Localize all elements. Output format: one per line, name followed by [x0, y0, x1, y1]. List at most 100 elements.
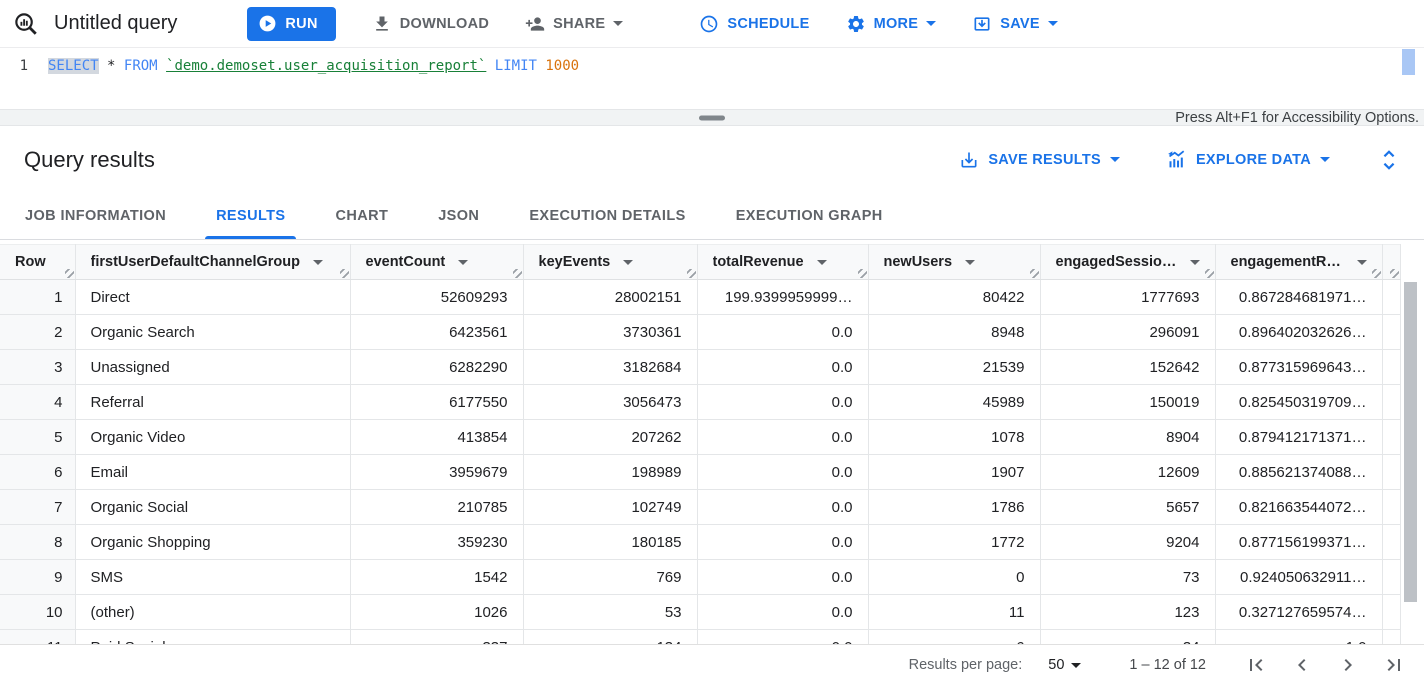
schedule-button-label: SCHEDULE	[727, 15, 810, 32]
column-header-eventcount[interactable]: eventCount	[350, 244, 524, 280]
table-row: 7 Organic Social 210785 102749 0.0 1786 5657 0.…	[0, 489, 1401, 525]
sql-token	[99, 58, 107, 74]
schedule-button[interactable]: SCHEDULE	[689, 6, 819, 42]
column-header-label: totalRevenue	[712, 254, 804, 270]
column-header-engagementrate[interactable]: engagementRate	[1215, 244, 1383, 280]
tab-chart[interactable]: CHART	[335, 208, 389, 224]
column-header-newusers[interactable]: newUsers	[868, 244, 1041, 280]
editor-scrollbar[interactable]	[1402, 49, 1415, 75]
tab-results[interactable]: RESULTS	[191, 193, 310, 239]
column-resize-handle[interactable]	[339, 269, 349, 278]
column-resize-handle[interactable]	[1204, 269, 1214, 278]
column-menu-caret-icon[interactable]	[312, 259, 323, 265]
table-cell: 5657	[1040, 489, 1216, 525]
chevron-down-icon	[1071, 662, 1082, 668]
results-table-region: Row firstUserDefaultChannelGroup eventCoun…	[0, 244, 1424, 644]
first-page-button[interactable]	[1244, 653, 1268, 677]
table-cell: 337	[350, 629, 524, 644]
column-menu-caret-icon[interactable]	[816, 259, 827, 265]
column-header-totalrevenue[interactable]: totalRevenue	[697, 244, 869, 280]
sql-token: LIMIT	[494, 58, 537, 74]
column-resize-handle[interactable]	[1029, 269, 1039, 278]
table-cell: 0.0	[697, 629, 869, 644]
table-cell: 80422	[868, 279, 1041, 315]
column-resize-handle[interactable]	[1389, 269, 1399, 278]
table-cell-filler	[1382, 314, 1401, 350]
sql-token: SELECT	[48, 58, 99, 74]
column-menu-caret-icon[interactable]	[965, 259, 976, 265]
table-header-filler	[1382, 244, 1401, 280]
table-cell: Organic Search	[75, 314, 351, 350]
table-cell: 0.867284681971…	[1215, 279, 1383, 315]
table-cell-filler	[1382, 454, 1401, 490]
table-cell: (other)	[75, 594, 351, 630]
query-icon	[12, 10, 40, 38]
query-results-header: Query results SAVE RESULTS	[0, 126, 1424, 193]
more-button[interactable]: MORE	[836, 6, 947, 42]
run-icon	[258, 14, 277, 33]
column-header-row[interactable]: Row	[0, 244, 76, 280]
column-resize-handle[interactable]	[686, 269, 696, 278]
table-cell: 1.0	[1215, 629, 1383, 644]
next-page-button[interactable]	[1336, 653, 1360, 677]
sql-table-link[interactable]: `demo.demoset.user_acquisition_report`	[166, 58, 487, 74]
save-button-label: SAVE	[1000, 15, 1040, 32]
column-resize-handle[interactable]	[512, 269, 522, 278]
table-cell: 123	[1040, 594, 1216, 630]
clock-icon	[699, 14, 719, 34]
table-cell: 0.0	[697, 559, 869, 595]
table-cell: 0.877315969643…	[1215, 349, 1383, 385]
table-row: 1 Direct 52609293 28002151 199.9399959999… 80…	[0, 279, 1401, 315]
last-page-button[interactable]	[1382, 653, 1406, 677]
tab-execution-details[interactable]: EXECUTION DETAILS	[529, 208, 686, 224]
splitter-strip: Press Alt+F1 for Accessibility Options.	[0, 109, 1424, 126]
expand-collapse-button[interactable]	[1376, 148, 1402, 172]
table-cell: 1542	[350, 559, 524, 595]
column-resize-handle[interactable]	[64, 269, 74, 278]
table-cell: 8948	[868, 314, 1041, 350]
table-vertical-scrollbar[interactable]	[1404, 282, 1417, 602]
table-cell: 9204	[1040, 524, 1216, 560]
download-button[interactable]: DOWNLOAD	[362, 6, 499, 42]
previous-page-button[interactable]	[1290, 653, 1314, 677]
column-resize-handle[interactable]	[857, 269, 867, 278]
column-menu-caret-icon[interactable]	[623, 259, 634, 265]
column-header-keyevents[interactable]: keyEvents	[523, 244, 698, 280]
table-row: 4 Referral 6177550 3056473 0.0 45989 150019 0.8…	[0, 384, 1401, 420]
table-row: 3 Unassigned 6282290 3182684 0.0 21539 152642 0…	[0, 349, 1401, 385]
column-header-firstuserdefaultchannelgroup[interactable]: firstUserDefaultChannelGroup	[75, 244, 351, 280]
sql-line-code[interactable]: SELECT * FROM `demo.demoset.user_acquisi…	[48, 56, 579, 76]
table-cell-filler	[1382, 489, 1401, 525]
explore-data-label: EXPLORE DATA	[1195, 151, 1311, 168]
explore-data-button[interactable]: EXPLORE DATA	[1166, 149, 1330, 170]
column-menu-caret-icon[interactable]	[1356, 259, 1367, 265]
save-button[interactable]: SAVE	[962, 6, 1068, 42]
save-results-button[interactable]: SAVE RESULTS	[959, 150, 1120, 170]
tab-json[interactable]: JSON	[438, 208, 480, 224]
table-cell: 34	[1040, 629, 1216, 644]
table-header-row: Row firstUserDefaultChannelGroup eventCoun…	[0, 244, 1401, 280]
table-cell: 0.924050632911…	[1215, 559, 1383, 595]
column-header-engagedsessions[interactable]: engagedSessions	[1040, 244, 1216, 280]
tab-job-information[interactable]: JOB INFORMATION	[25, 208, 167, 224]
tab-execution-graph[interactable]: EXECUTION GRAPH	[735, 208, 883, 224]
share-button[interactable]: SHARE	[515, 6, 633, 42]
table-cell: 0.896402032626…	[1215, 314, 1383, 350]
table-cell: 1907	[868, 454, 1041, 490]
column-resize-handle[interactable]	[1371, 269, 1381, 278]
column-menu-caret-icon[interactable]	[1189, 259, 1200, 265]
page-size-select[interactable]: 50	[1042, 656, 1087, 674]
splitter-drag-handle[interactable]	[699, 115, 725, 120]
save-results-label: SAVE RESULTS	[988, 151, 1101, 168]
sql-editor[interactable]: 1 SELECT * FROM `demo.demoset.user_acqui…	[0, 48, 1424, 109]
table-cell: 21539	[868, 349, 1041, 385]
row-number-cell: 6	[0, 454, 76, 490]
table-cell: 769	[523, 559, 698, 595]
row-number-cell: 8	[0, 524, 76, 560]
table-cell: 134	[523, 629, 698, 644]
run-button[interactable]: RUN	[247, 6, 336, 41]
table-cell: 207262	[523, 419, 698, 455]
table-cell: 28002151	[523, 279, 698, 315]
column-menu-caret-icon[interactable]	[458, 259, 469, 265]
save-icon	[972, 14, 992, 34]
